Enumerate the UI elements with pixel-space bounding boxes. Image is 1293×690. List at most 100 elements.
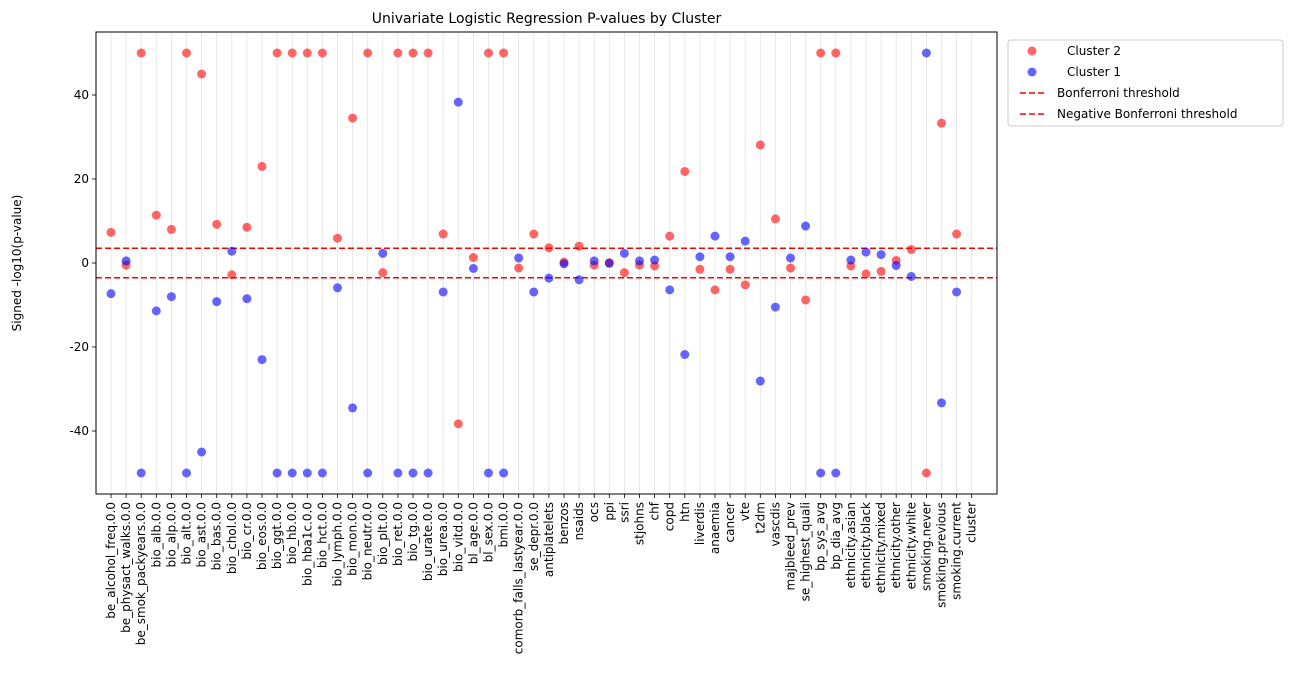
point-cluster-1 [302, 468, 312, 478]
point-cluster-2 [725, 264, 735, 274]
point-cluster-1 [514, 253, 524, 263]
point-cluster-2 [182, 48, 191, 58]
x-tick-label: bio_lymph.0.0 [331, 502, 345, 587]
x-tick-label: ocs [587, 502, 601, 522]
x-tick-label: bmi.0.0 [497, 502, 511, 548]
point-cluster-1 [499, 468, 509, 478]
x-tick-label: smoking.never [919, 502, 933, 591]
point-cluster-2 [302, 48, 312, 58]
y-axis-label: Signed -log10(p-value) [10, 195, 24, 332]
point-cluster-1 [121, 256, 131, 266]
point-cluster-2 [574, 241, 584, 251]
x-tick-label: be_smok_packyears.0.0 [134, 502, 148, 645]
point-cluster-2 [484, 48, 493, 58]
point-cluster-1 [151, 306, 161, 316]
point-cluster-2 [770, 214, 780, 224]
point-cluster-1 [801, 221, 811, 231]
x-tick-label: bio_alp.0.0 [164, 502, 178, 568]
point-cluster-2 [287, 48, 297, 58]
point-cluster-1 [589, 256, 599, 266]
point-cluster-2 [227, 270, 237, 280]
point-cluster-2 [317, 48, 327, 58]
y-tick-label: 40 [74, 88, 89, 102]
point-cluster-2 [755, 140, 765, 150]
x-tick-label: vascdis [768, 502, 782, 547]
grid-layer [110, 32, 973, 494]
x-tick-label: ethnicity.black [859, 502, 873, 588]
x-tick-label: ethnicity.white [904, 502, 918, 589]
point-cluster-2 [544, 243, 554, 253]
point-cluster-1 [363, 468, 373, 478]
x-tick-label: stjohns [633, 502, 647, 545]
point-cluster-2 [106, 227, 116, 237]
point-cluster-2 [363, 48, 373, 58]
x-tick-label: benzos [557, 502, 571, 545]
point-cluster-1 [906, 271, 916, 281]
x-tick-label: bio_mon.0.0 [346, 502, 360, 576]
x-tick-label: bio_neutr.0.0 [361, 502, 375, 580]
point-cluster-1 [952, 287, 962, 297]
point-cluster-1 [378, 248, 388, 258]
point-cluster-1 [408, 468, 418, 478]
x-tick-label: bp_sys_avg [814, 502, 828, 571]
point-cluster-1 [937, 398, 946, 408]
x-tick-label: bio_ast.0.0 [195, 502, 209, 568]
point-cluster-2 [740, 280, 750, 290]
point-cluster-2 [801, 295, 811, 305]
x-tick-label: ppi [602, 502, 616, 521]
x-tick-label: bl_age.0.0 [466, 502, 480, 564]
point-cluster-2 [242, 222, 252, 232]
point-cluster-2 [468, 253, 478, 263]
point-cluster-1 [529, 287, 539, 297]
point-cluster-1 [227, 246, 237, 256]
x-tick-label: liverdis [693, 502, 707, 545]
point-cluster-2 [438, 229, 448, 239]
y-tick-label: -40 [69, 424, 89, 438]
point-cluster-1 [438, 287, 448, 297]
point-cluster-1 [831, 468, 841, 478]
x-tick-label: anaemia [708, 502, 722, 554]
x-tick-label: bio_alt.0.0 [180, 502, 194, 565]
point-cluster-1 [287, 468, 297, 478]
legend-entry: Bonferroni threshold [1057, 86, 1180, 100]
x-tick-label: bio_bas.0.0 [210, 502, 224, 570]
point-cluster-1 [665, 285, 675, 295]
x-tick-label: bio_hct.0.0 [315, 502, 329, 568]
point-cluster-2 [876, 266, 886, 276]
x-tick-label: bio_vitd.0.0 [451, 502, 465, 572]
point-cluster-1 [891, 261, 901, 271]
point-cluster-1 [468, 263, 478, 273]
point-cluster-2 [408, 48, 418, 58]
x-tick-label: htn [678, 502, 692, 522]
x-tick-label: se_highest_quali [799, 502, 813, 601]
point-cluster-2 [665, 231, 675, 241]
point-cluster-1 [317, 468, 327, 478]
point-cluster-2 [151, 210, 161, 220]
x-tick-label: bio_cr.0.0 [240, 502, 254, 560]
point-cluster-2 [514, 263, 524, 273]
point-cluster-1 [544, 273, 554, 283]
point-cluster-1 [136, 468, 146, 478]
point-cluster-1 [725, 252, 735, 262]
point-cluster-2 [619, 268, 629, 278]
x-tick-label: bio_chol.0.0 [225, 502, 239, 574]
point-cluster-2 [529, 229, 539, 239]
point-cluster-1 [846, 255, 856, 265]
legend-entry: Cluster 1 [1067, 65, 1121, 79]
point-cluster-2 [257, 161, 267, 171]
x-tick-label: be_alcohol_freq.0.0 [104, 502, 118, 619]
point-cluster-2 [378, 268, 388, 278]
x-tick-label: majbleed_prev [784, 502, 798, 590]
x-tick-label: bio_ret.0.0 [391, 502, 405, 566]
point-cluster-1 [348, 403, 358, 413]
point-cluster-2 [710, 285, 720, 295]
x-axis-ticks: be_alcohol_freq.0.0 be_physact_walks.0.0 b… [104, 494, 979, 654]
point-cluster-1 [182, 468, 191, 478]
x-tick-label: bio_hb.0.0 [285, 502, 299, 564]
legend-marker [1027, 46, 1037, 56]
point-cluster-1 [453, 97, 463, 107]
legend-entry: Cluster 2 [1067, 44, 1121, 58]
x-tick-label: bio_urea.0.0 [436, 502, 450, 576]
point-cluster-2 [212, 219, 222, 229]
